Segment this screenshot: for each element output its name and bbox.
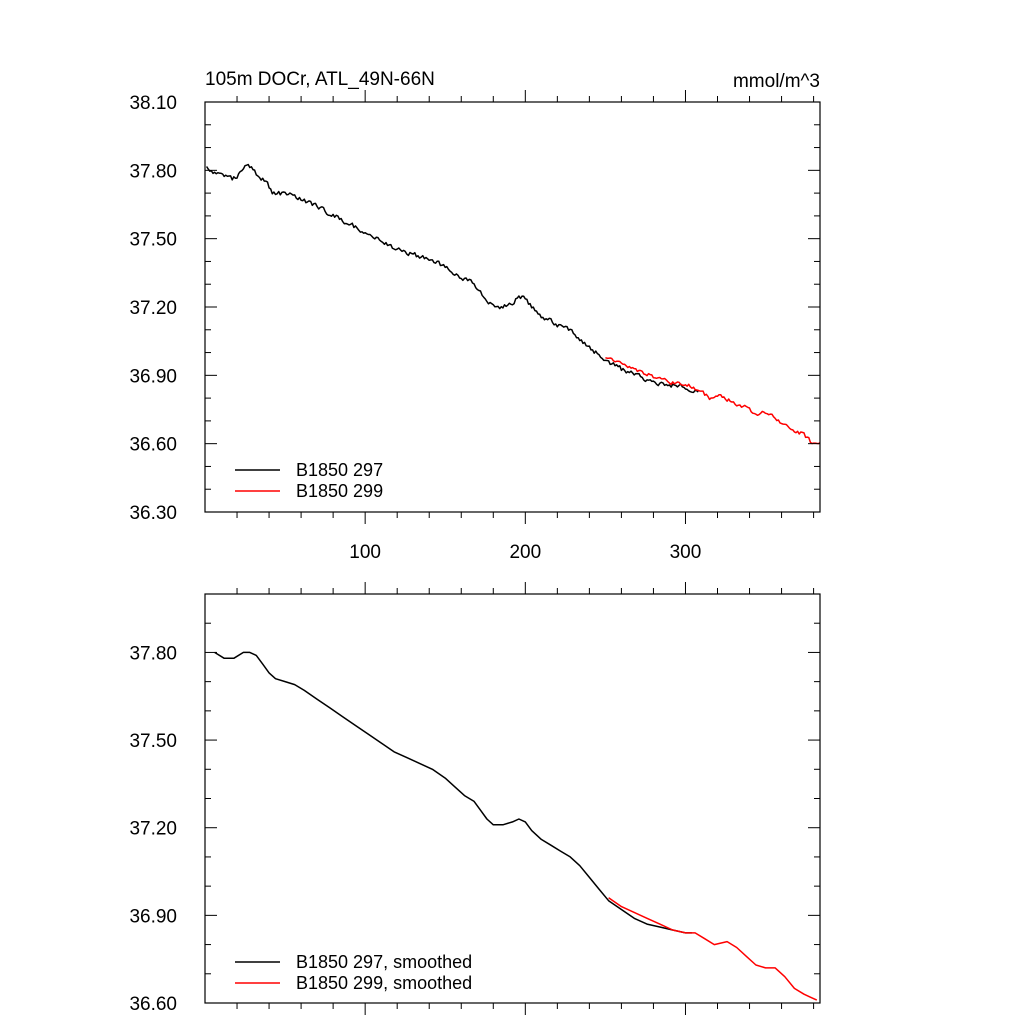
bottom-ytick-label: 37.80 <box>129 643 177 664</box>
bottom-ytick-label: 37.20 <box>129 819 177 840</box>
top-xtick-label: 200 <box>509 542 541 563</box>
top-ytick-label: 37.50 <box>129 230 177 251</box>
top-series-line-1 <box>605 356 821 445</box>
bottom-series-line-0 <box>214 651 692 934</box>
top-plot-frame <box>204 101 821 513</box>
bottom-legend: B1850 297, smoothed B1850 299, smoothed <box>235 952 472 993</box>
top-ytick-label: 36.30 <box>129 503 177 524</box>
bottom-series-line-1 <box>608 897 818 1001</box>
top-legend-label-299: B1850 299 <box>296 481 383 501</box>
top-panel-units: mmol/m^3 <box>733 71 820 92</box>
bottom-plot-frame <box>204 593 821 1004</box>
bottom-ytick-label: 36.90 <box>129 906 177 927</box>
top-plot-lines <box>205 163 821 445</box>
bottom-legend-label-297: B1850 297, smoothed <box>296 952 472 972</box>
bottom-plot-lines <box>214 651 818 1001</box>
top-xtick-label: 300 <box>670 542 702 563</box>
top-ytick-label: 38.10 <box>129 93 177 114</box>
top-panel-title: 105m DOCr, ATL_49N-66N <box>205 69 435 90</box>
top-ytick-label: 37.80 <box>129 161 177 182</box>
top-ytick-label: 36.90 <box>129 366 177 387</box>
bottom-legend-label-299: B1850 299, smoothed <box>296 973 472 993</box>
top-axis-ticks: 36.30 36.60 36.90 37.20 37.50 37.80 38.10 100 20… <box>129 90 820 563</box>
bottom-panel: 36.60 36.90 37.20 37.50 37.80 B1850 297, smo… <box>129 582 821 1015</box>
top-panel: 105m DOCr, ATL_49N-66N mmol/m^3 36.3036.… <box>129 69 821 563</box>
top-ytick-label: 37.20 <box>129 298 177 319</box>
top-series-line-0 <box>205 163 699 394</box>
bottom-axis-ticks: 36.60 36.90 37.20 37.50 37.80 <box>129 582 820 1015</box>
top-legend-label-297: B1850 297 <box>296 460 383 480</box>
top-ytick-label: 36.60 <box>129 435 177 456</box>
bottom-ytick-label: 37.50 <box>129 731 177 752</box>
top-legend: B1850 297 B1850 299 <box>235 460 383 501</box>
bottom-ytick-label: 36.60 <box>129 994 177 1015</box>
top-xtick-label: 100 <box>349 542 381 563</box>
